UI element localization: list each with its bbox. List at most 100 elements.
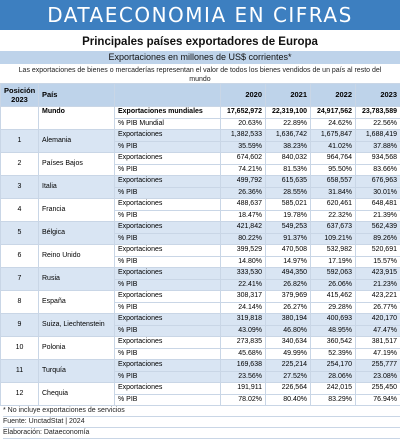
pib-value: 80.40% [266, 394, 311, 406]
indicator-label: % PIB [115, 233, 221, 245]
country-name: Chequia [39, 383, 115, 406]
position-cell: 12 [1, 383, 39, 406]
pib-value: 22.41% [221, 279, 266, 291]
exports-value: 494,350 [266, 268, 311, 280]
value-cell: 22,319,100 [266, 107, 311, 119]
exports-value: 169,638 [221, 360, 266, 372]
world-row: Mundo Exportaciones mundiales 17,652,972… [1, 107, 400, 119]
pib-value: 76.94% [356, 394, 400, 406]
header-year: 2023 [356, 84, 400, 107]
exports-value: 381,517 [356, 337, 400, 349]
exports-value: 549,253 [266, 222, 311, 234]
country-name: Francia [39, 199, 115, 222]
exports-value: 319,818 [221, 314, 266, 326]
exports-value: 964,764 [311, 153, 356, 165]
value-cell: 24,917,562 [311, 107, 356, 119]
exports-value: 1,675,847 [311, 130, 356, 142]
pib-value: 31.84% [311, 187, 356, 199]
pib-value: 26.77% [356, 302, 400, 314]
position-cell: 3 [1, 176, 39, 199]
indicator-label: % PIB [115, 302, 221, 314]
pib-value: 46.80% [266, 325, 311, 337]
pib-value: 30.01% [356, 187, 400, 199]
exports-value: 254,170 [311, 360, 356, 372]
pib-value: 21.39% [356, 210, 400, 222]
pib-value: 48.95% [311, 325, 356, 337]
description: Las exportaciones de bienes o mercadería… [0, 64, 400, 83]
header-country: País [39, 84, 115, 107]
pib-value: 28.06% [311, 371, 356, 383]
pib-value: 26.06% [311, 279, 356, 291]
pib-value: 14.97% [266, 256, 311, 268]
pib-value: 109.21% [311, 233, 356, 245]
pib-value: 41.02% [311, 141, 356, 153]
exports-value: 676,963 [356, 176, 400, 188]
country-name: Polonia [39, 337, 115, 360]
position-cell: 8 [1, 291, 39, 314]
header-indicator [115, 84, 221, 107]
indicator-label: % PIB [115, 164, 221, 176]
indicator-label: % PIB Mundial [115, 118, 221, 130]
exports-value: 340,634 [266, 337, 311, 349]
exports-value: 585,021 [266, 199, 311, 211]
value-cell: 17,652,972 [221, 107, 266, 119]
pib-value: 17.19% [311, 256, 356, 268]
pib-value: 15.57% [356, 256, 400, 268]
pib-value: 91.37% [266, 233, 311, 245]
position-cell: 2 [1, 153, 39, 176]
exports-value: 400,693 [311, 314, 356, 326]
indicator-label: % PIB [115, 394, 221, 406]
indicator-label: Exportaciones [115, 360, 221, 372]
pib-value: 24.14% [221, 302, 266, 314]
position-cell: 9 [1, 314, 39, 337]
exports-value: 1,382,533 [221, 130, 266, 142]
exports-table: Posición 2023 País 2020 2021 2022 2023 M… [0, 83, 400, 406]
position-cell: 1 [1, 130, 39, 153]
country-name: Bélgica [39, 222, 115, 245]
header-position: Posición 2023 [1, 84, 39, 107]
header-year: 2022 [311, 84, 356, 107]
pib-value: 19.78% [266, 210, 311, 222]
pib-value: 27.52% [266, 371, 311, 383]
footnote: * No incluye exportaciones de servicios [3, 406, 400, 417]
pib-value: 35.59% [221, 141, 266, 153]
pib-value: 37.88% [356, 141, 400, 153]
pib-value: 21.23% [356, 279, 400, 291]
pib-value: 89.26% [356, 233, 400, 245]
pib-value: 14.80% [221, 256, 266, 268]
country-name: Turquía [39, 360, 115, 383]
indicator-label: % PIB [115, 141, 221, 153]
indicator-label: Exportaciones [115, 291, 221, 303]
pib-value: 23.56% [221, 371, 266, 383]
indicator-label: % PIB [115, 348, 221, 360]
exports-value: 415,462 [311, 291, 356, 303]
value-cell: 22.89% [266, 118, 311, 130]
infographic: DATAECONOMIA EN CIFRAS Principales paíse… [0, 0, 400, 428]
indicator-label: Exportaciones [115, 176, 221, 188]
indicator-label: Exportaciones [115, 199, 221, 211]
indicator-label: Exportaciones [115, 337, 221, 349]
pib-value: 81.53% [266, 164, 311, 176]
exports-value: 488,637 [221, 199, 266, 211]
exports-value: 620,461 [311, 199, 356, 211]
pib-value: 95.50% [311, 164, 356, 176]
indicator-label: Exportaciones mundiales [115, 107, 221, 119]
exports-value: 934,568 [356, 153, 400, 165]
pib-value: 80.22% [221, 233, 266, 245]
table-subtitle: Exportaciones en millones de US$ corrien… [0, 51, 400, 64]
position-cell: 11 [1, 360, 39, 383]
exports-value: 562,439 [356, 222, 400, 234]
indicator-label: % PIB [115, 371, 221, 383]
exports-value: 1,688,419 [356, 130, 400, 142]
exports-value: 423,221 [356, 291, 400, 303]
pib-value: 74.21% [221, 164, 266, 176]
pib-value: 29.28% [311, 302, 356, 314]
